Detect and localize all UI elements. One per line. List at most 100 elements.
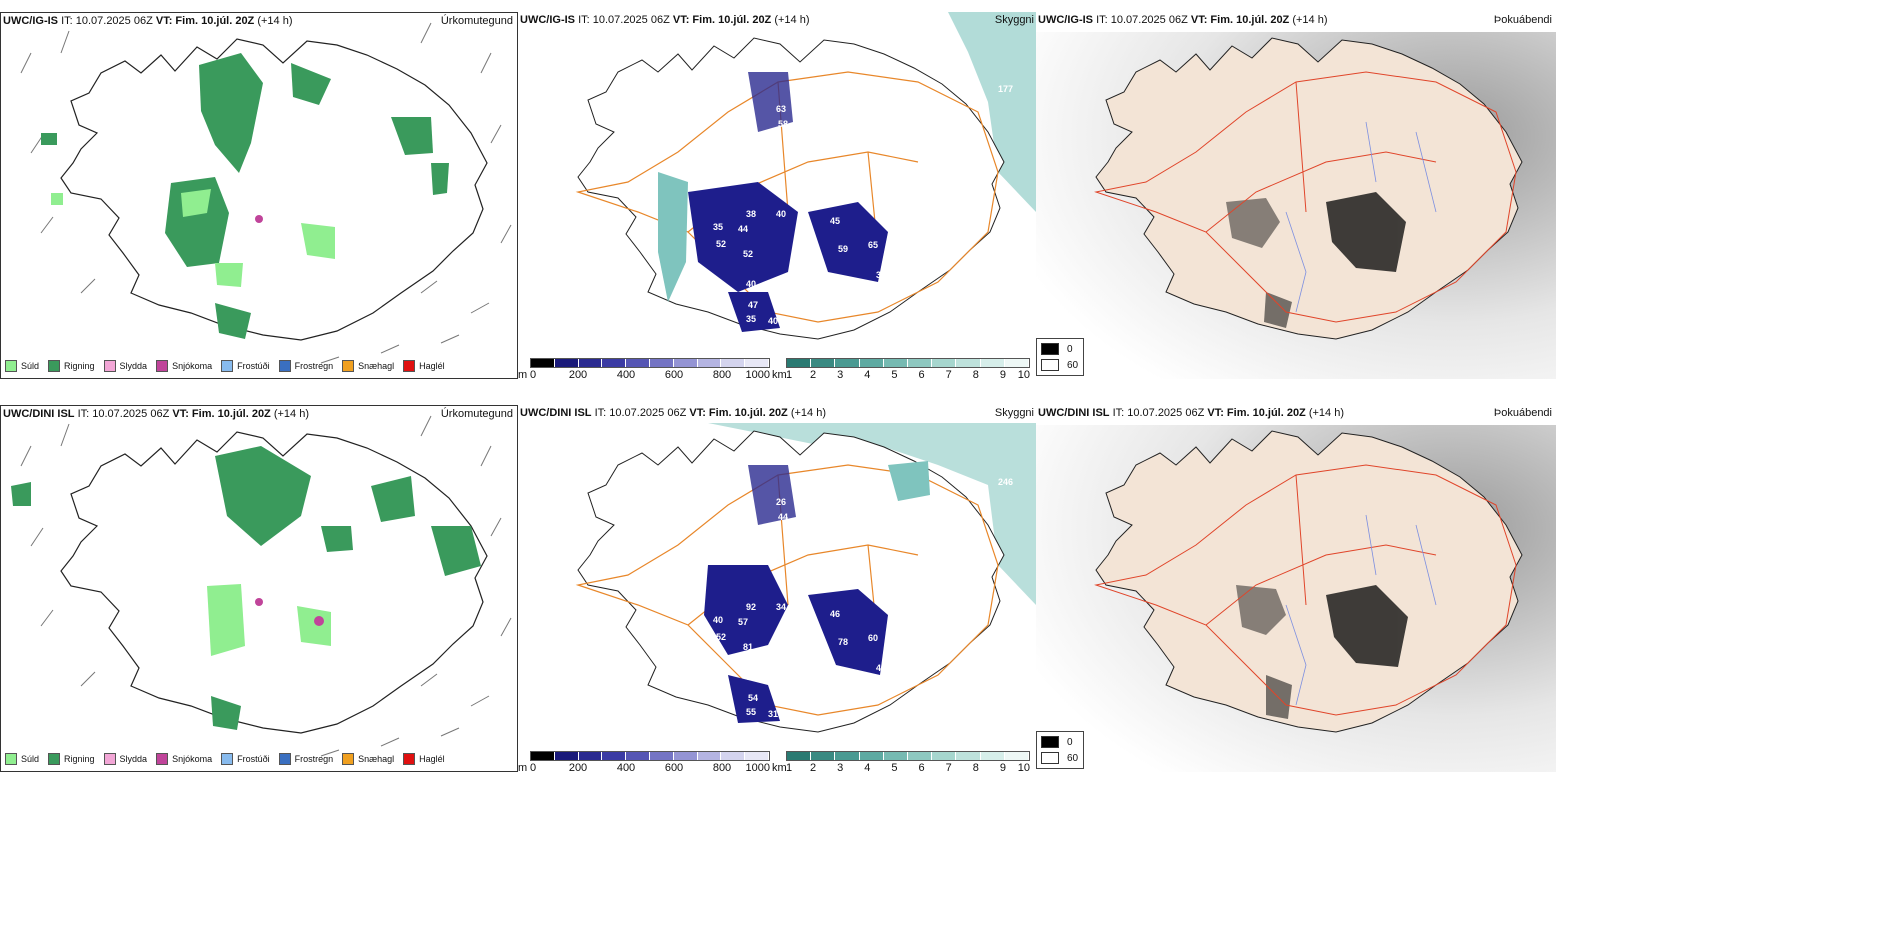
legend-label: Slydda [119, 361, 148, 371]
ceiling-unit: m [518, 369, 528, 381]
colorbar-segment [554, 359, 579, 367]
valid-time-label: VT: [1207, 407, 1224, 419]
ceiling-label: 246 [998, 477, 1013, 487]
colorbar-segment [835, 752, 860, 760]
ceiling-label: 10 [788, 149, 798, 159]
colorbar-segment [980, 359, 1005, 367]
colorbar-segment [956, 752, 981, 760]
colorbar-tick: 8 [972, 762, 979, 774]
panel-title: Þokuábendi [1493, 14, 1552, 26]
ceiling-visibility-map: 92 34 40 57 52 81 46 60 78 50 54 55 31 46 246 26 44 55 [575, 423, 1036, 733]
ceiling-areas [658, 72, 888, 332]
colorbar-tick: 800 [712, 762, 732, 774]
ceiling-label: 46 [876, 663, 886, 673]
rain-areas [41, 53, 449, 339]
legend-label: Haglél [419, 754, 445, 764]
legend-swatch [5, 753, 17, 765]
lead-time: (+14 h) [774, 14, 810, 26]
valid-time-label: VT: [172, 408, 189, 420]
ceiling-label: 59 [838, 244, 848, 254]
legend-item-3: Snjókoma [156, 753, 212, 765]
ceiling-label: 65 [868, 240, 878, 250]
colorbar-segment [956, 359, 981, 367]
precip-map [20, 22, 512, 364]
panel-header: UWC/DINI ISL IT: 10.07.2025 06Z VT: Fim.… [3, 408, 309, 420]
colorbar-tick: 0 [530, 369, 537, 381]
legend-label: Frostregn [294, 361, 334, 371]
valid-time: Fim. 10.júl. 20Z [1210, 14, 1290, 26]
drizzle-areas [51, 189, 335, 287]
fog-legend-item: 0 [1041, 341, 1079, 357]
colorbar-tick: 400 [616, 762, 636, 774]
legend-swatch [48, 753, 61, 765]
colorbar-tick: 800 [712, 369, 732, 381]
ceiling-label: 52 [743, 249, 753, 259]
colorbar-segment [908, 359, 933, 367]
valid-time: Fim. 10.júl. 20Z [708, 407, 788, 419]
colorbar-segment [673, 752, 698, 760]
valid-time: Fim. 10.júl. 20Z [191, 408, 271, 420]
ceiling-label: 35 [746, 314, 756, 324]
wind-barbs [20, 22, 512, 364]
ceiling-label: 47 [748, 300, 758, 310]
precip-panel-row2: UWC/DINI ISL IT: 10.07.2025 06Z VT: Fim.… [0, 405, 518, 772]
ceiling-label: 40 [768, 316, 778, 326]
visibility-ticks: 1 2 3 4 5 6 7 8 9 10 [786, 368, 1030, 382]
valid-time-label: VT: [672, 14, 690, 26]
legend-swatch [342, 753, 355, 765]
fog-legend-label: 60 [1067, 752, 1079, 764]
fog-legend-item: 0 [1041, 734, 1079, 750]
legend-swatch [48, 360, 61, 372]
coastline [577, 37, 1005, 340]
fog-legend-row1: 0 60 [1036, 338, 1084, 376]
drizzle-areas [207, 584, 331, 656]
fog-legend-row2: 0 60 [1036, 731, 1084, 769]
legend-label: Frostúði [237, 754, 270, 764]
colorbar-tick: 1000 [745, 762, 770, 774]
legend-item-7: Haglél [403, 753, 445, 765]
run-label: UWC/DINI ISL [520, 407, 592, 419]
ceiling-label: 26 [776, 497, 786, 507]
ceiling-ticks: 0 200 400 600 800 1000 [530, 761, 770, 775]
colorbar-segment [787, 752, 812, 760]
ceiling-label: 57 [738, 617, 748, 627]
rain-areas [11, 446, 481, 730]
rivers [1285, 514, 1437, 706]
legend-swatch [221, 360, 234, 372]
legend-item-1: Rigning [48, 360, 95, 372]
colorbar-segment [745, 359, 769, 367]
fog-legend-swatch [1041, 752, 1059, 764]
valid-time: Fim. 10.júl. 20Z [1226, 407, 1306, 419]
colorbar-tick: 600 [664, 369, 684, 381]
ceiling-label: 31 [768, 709, 778, 719]
colorbar-tick: 2 [810, 369, 817, 381]
colorbar-tick: 3 [837, 369, 844, 381]
colorbar-tick: 400 [616, 369, 636, 381]
fog-legend-label: 0 [1067, 343, 1073, 355]
colorbar-segment [697, 752, 722, 760]
panel-title: Úrkomutegund [440, 408, 513, 420]
ceiling-label: 52 [716, 239, 726, 249]
rivers [1285, 121, 1437, 313]
legend-swatch [156, 360, 169, 372]
ceiling-areas [704, 461, 930, 723]
legend-label: Frostúði [237, 361, 270, 371]
ceiling-label: 34 [776, 602, 786, 612]
fog-legend-label: 60 [1067, 359, 1079, 371]
colorbar-segment [721, 752, 746, 760]
visibility-colorbar [786, 358, 1030, 368]
ceiling-label: 63 [776, 104, 786, 114]
fog-dark-areas [1226, 192, 1406, 328]
fog-legend-label: 0 [1067, 736, 1073, 748]
ceiling-label: 177 [998, 84, 1013, 94]
colorbar-tick: 5 [891, 369, 898, 381]
legend-label: Slydda [119, 754, 148, 764]
coastline [60, 38, 488, 341]
legend-swatch [5, 360, 17, 372]
ceiling-label: 50 [746, 672, 756, 682]
visibility-colorbar-row1: 1 2 3 4 5 6 7 8 9 10 km [772, 358, 1030, 382]
colorbar-segment [578, 359, 603, 367]
colorbar-segment [932, 752, 957, 760]
colorbar-segment [673, 359, 698, 367]
colorbar-tick: 200 [568, 369, 588, 381]
